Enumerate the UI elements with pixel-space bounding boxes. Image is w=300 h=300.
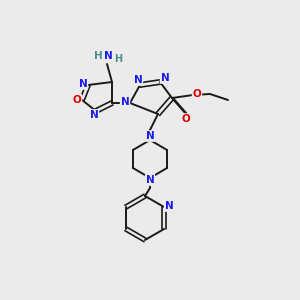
- Text: N: N: [121, 97, 129, 107]
- Text: N: N: [134, 75, 142, 85]
- Text: O: O: [73, 95, 81, 105]
- Text: N: N: [160, 73, 169, 83]
- Text: N: N: [146, 131, 154, 141]
- Text: N: N: [146, 175, 154, 185]
- Text: N: N: [165, 201, 173, 211]
- Text: N: N: [79, 79, 87, 89]
- Text: H: H: [114, 54, 122, 64]
- Text: O: O: [193, 89, 201, 99]
- Text: N: N: [90, 110, 98, 120]
- Text: H: H: [94, 51, 102, 61]
- Text: O: O: [182, 114, 190, 124]
- Text: N: N: [103, 51, 112, 61]
